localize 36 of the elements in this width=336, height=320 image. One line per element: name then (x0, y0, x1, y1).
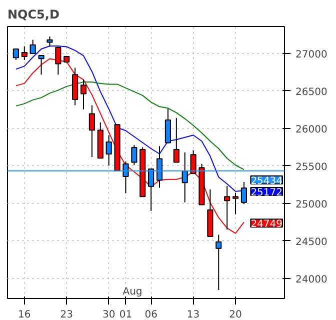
candlestick (131, 144, 138, 166)
candlestick (182, 152, 188, 203)
candlestick (240, 181, 247, 205)
candlestick (46, 36, 53, 48)
candlestick (173, 117, 180, 163)
y-tick-label: 27000 (296, 49, 328, 60)
candlestick (38, 55, 44, 76)
x-tick-label: 06 (144, 310, 158, 320)
y-tick-label: 24000 (296, 274, 328, 286)
candlestick (21, 46, 28, 60)
candlestick (12, 48, 19, 60)
x-tick-label: 01 (119, 310, 132, 320)
x-tick-label: 16 (18, 310, 31, 320)
candlestick (232, 192, 239, 215)
candlestick (80, 79, 87, 110)
candlestick (30, 39, 36, 54)
candlestick (148, 168, 154, 212)
candlestick (122, 161, 129, 194)
x-tick-label: 30 (102, 310, 116, 320)
y-tick-label: 24500 (296, 236, 328, 248)
candlestick (88, 104, 95, 158)
annotation: Aug (122, 286, 142, 298)
x-tick-label: 23 (60, 310, 73, 320)
candlestick (106, 134, 112, 166)
x-tick-label: 13 (186, 310, 200, 320)
y-tick-label: 26500 (296, 86, 328, 98)
x-tick-label: 20 (229, 310, 242, 320)
candlestick (224, 186, 230, 230)
candlestick (164, 108, 171, 144)
candlestick (156, 146, 163, 188)
y-tick-label: 25500 (296, 162, 328, 173)
line-series (15, 81, 244, 170)
chart-title: NQC5,D (8, 8, 60, 22)
y-tick-label: 25000 (296, 199, 328, 210)
candlestick (216, 234, 222, 290)
y-tick-label: 26000 (296, 124, 328, 136)
